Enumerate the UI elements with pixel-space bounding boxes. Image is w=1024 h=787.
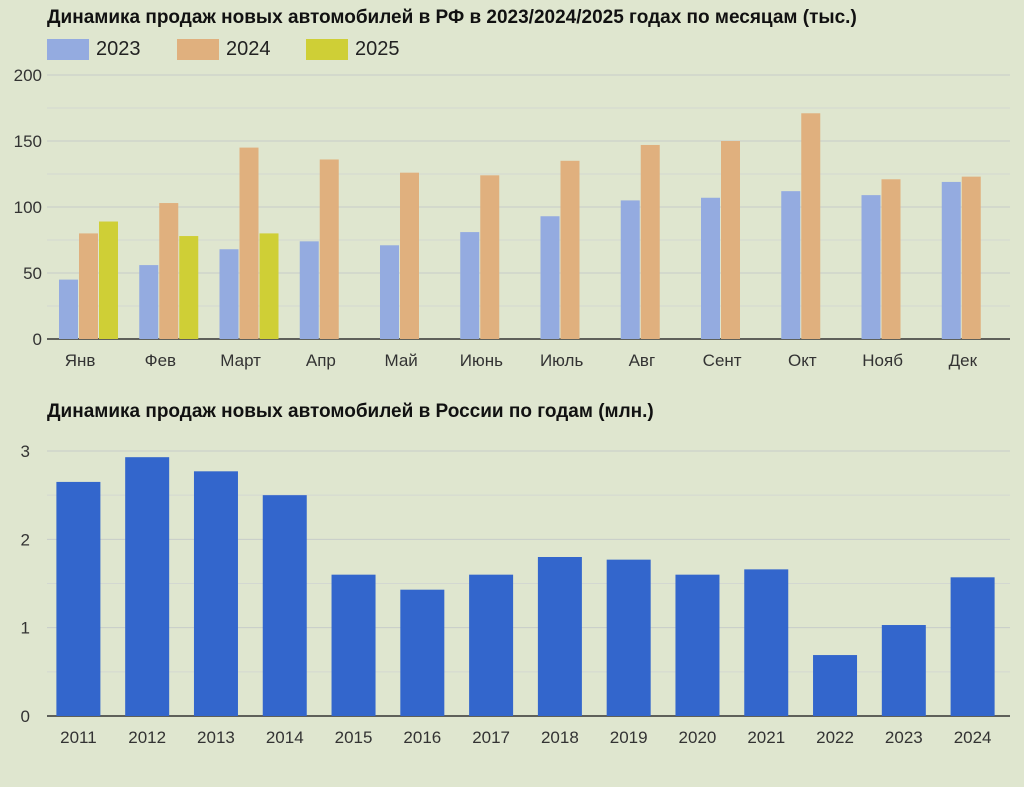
x-tick-label: 2023 bbox=[885, 728, 923, 747]
y-tick-label: 0 bbox=[21, 707, 30, 726]
bar-2024 bbox=[950, 577, 995, 716]
legend-label-2025: 2025 bbox=[355, 37, 400, 60]
x-tick-label: 2012 bbox=[128, 728, 166, 747]
bar-2015 bbox=[331, 574, 376, 716]
y-tick-label: 200 bbox=[14, 66, 42, 85]
x-tick-label: Дек bbox=[949, 351, 978, 370]
y-tick-label: 2 bbox=[21, 530, 30, 549]
bar-2020 bbox=[675, 574, 720, 716]
monthly-sales-chart: 0 50 100 150 200 Янв Фев Март Апр Май Июнь Июль Авг С… bbox=[14, 66, 1010, 370]
x-tick-label: Фев bbox=[145, 351, 176, 370]
bar-2025-Март bbox=[259, 233, 279, 339]
bar-2012 bbox=[125, 457, 170, 716]
x-tick-label: 2024 bbox=[954, 728, 992, 747]
bar-2023 bbox=[881, 625, 926, 716]
bar-2023-Дек bbox=[941, 181, 961, 339]
bar-2024-Фев bbox=[159, 203, 179, 339]
bar-2023-Авг bbox=[620, 200, 640, 339]
bar-2023-Нояб bbox=[861, 195, 881, 339]
x-tick-label: 2018 bbox=[541, 728, 579, 747]
x-tick-label: Авг bbox=[629, 351, 656, 370]
y-tick-label: 100 bbox=[14, 198, 42, 217]
bar-2024-Окт bbox=[801, 113, 821, 339]
bar-2022 bbox=[813, 655, 858, 716]
bar-2023-Фев bbox=[139, 265, 159, 339]
bar-2018 bbox=[537, 557, 582, 716]
bar-2023-Окт bbox=[781, 191, 801, 339]
bar-2014 bbox=[262, 495, 307, 716]
bar-2024-Июнь bbox=[480, 175, 500, 339]
x-tick-label: 2020 bbox=[679, 728, 717, 747]
bar-2024-Апр bbox=[319, 159, 339, 339]
bar-2025-Фев bbox=[179, 236, 199, 339]
x-tick-label: Нояб bbox=[862, 351, 903, 370]
x-tick-label: 2021 bbox=[747, 728, 785, 747]
bar-2017 bbox=[469, 574, 514, 716]
bar-2023-Сент bbox=[701, 197, 720, 339]
x-tick-label: Окт bbox=[788, 351, 817, 370]
bar-2023-Март bbox=[219, 249, 239, 339]
x-tick-label: Май bbox=[384, 351, 417, 370]
x-tick-label: 2014 bbox=[266, 728, 304, 747]
bar-2019 bbox=[606, 559, 651, 716]
x-tick-label: 2022 bbox=[816, 728, 854, 747]
bar-2024-Июль bbox=[560, 160, 580, 339]
legend-item-2025[interactable]: 2025 bbox=[306, 36, 400, 62]
legend-swatch-2024 bbox=[177, 38, 219, 60]
bar-2023-Май bbox=[380, 245, 399, 339]
x-tick-label: Март bbox=[220, 351, 261, 370]
bar-2013 bbox=[193, 471, 238, 716]
x-tick-label: 2015 bbox=[335, 728, 373, 747]
x-tick-label: Апр bbox=[306, 351, 336, 370]
legend-label-2024: 2024 bbox=[226, 37, 271, 60]
x-tick-label: 2016 bbox=[403, 728, 441, 747]
bar-2024-Авг bbox=[640, 144, 660, 339]
bar-2024-Янв bbox=[79, 233, 98, 339]
bar-2024-Март bbox=[239, 147, 259, 339]
y-tick-label: 50 bbox=[23, 264, 42, 283]
bar-2024-Нояб bbox=[881, 179, 901, 339]
y-tick-label: 1 bbox=[21, 619, 30, 638]
x-tick-label: 2013 bbox=[197, 728, 235, 747]
bar-2024-Май bbox=[400, 172, 419, 339]
y-tick-label: 3 bbox=[21, 442, 30, 461]
x-tick-label: 2019 bbox=[610, 728, 648, 747]
y-tick-label: 0 bbox=[33, 330, 42, 349]
chart2-title: Динамика продаж новых автомобилей в Росс… bbox=[47, 401, 654, 422]
bar-2023-Июнь bbox=[460, 232, 480, 339]
bar-2024-Сент bbox=[721, 141, 740, 339]
bar-2016 bbox=[400, 589, 445, 716]
y-tick-label: 150 bbox=[14, 132, 42, 151]
x-tick-label: 2017 bbox=[472, 728, 510, 747]
x-tick-label: Сент bbox=[703, 351, 742, 370]
bar-2023-Янв bbox=[59, 279, 78, 339]
legend-item-2023[interactable]: 2023 bbox=[47, 36, 141, 62]
bar-2025-Янв bbox=[99, 221, 118, 339]
chart1-title: Динамика продаж новых автомобилей в РФ в… bbox=[47, 7, 857, 28]
x-tick-label: Июль bbox=[540, 351, 584, 370]
x-tick-label: Июнь bbox=[460, 351, 503, 370]
legend-item-2024[interactable]: 2024 bbox=[177, 36, 271, 62]
legend-swatch-2023 bbox=[47, 38, 89, 60]
x-tick-label: 2011 bbox=[60, 728, 97, 747]
bar-2021 bbox=[744, 569, 789, 716]
legend-swatch-2025 bbox=[306, 38, 348, 60]
bar-2024-Дек bbox=[961, 176, 981, 339]
x-tick-label: Янв bbox=[65, 351, 96, 370]
bar-2023-Апр bbox=[299, 241, 319, 339]
bar-2011 bbox=[56, 481, 101, 716]
legend-label-2023: 2023 bbox=[96, 37, 141, 60]
bar-2023-Июль bbox=[540, 216, 560, 339]
